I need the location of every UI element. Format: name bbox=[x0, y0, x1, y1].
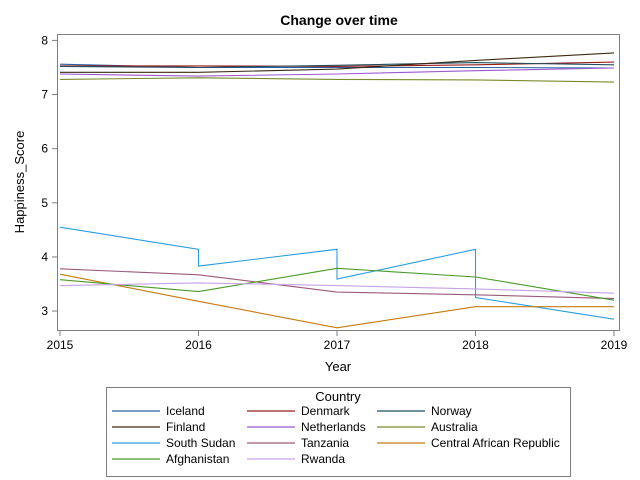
y-axis: 3 4 5 6 7 8 bbox=[41, 33, 58, 318]
legend-label: Finland bbox=[166, 420, 205, 434]
legend-item-afghanistan: Afghanistan bbox=[112, 452, 229, 466]
series-line-australia bbox=[59, 77, 615, 83]
y-tick-label: 3 bbox=[41, 304, 48, 318]
series-lines bbox=[59, 52, 615, 329]
chart-title: Change over time bbox=[280, 12, 398, 28]
y-axis-title: Happiness_Score bbox=[12, 131, 27, 234]
series-line-denmark bbox=[60, 61, 615, 67]
x-tick-label: 2016 bbox=[185, 338, 212, 352]
legend-item-finland: Finland bbox=[112, 420, 205, 434]
series-line-rwanda bbox=[59, 282, 615, 294]
legend-label: Rwanda bbox=[301, 452, 345, 466]
x-tick-label: 2019 bbox=[601, 338, 628, 352]
legend-label: Afghanistan bbox=[166, 452, 229, 466]
legend: Iceland Denmark Norway Finland Netherlands Au… bbox=[112, 404, 560, 466]
legend-label: Norway bbox=[431, 404, 472, 418]
x-tick-label: 2017 bbox=[324, 338, 351, 352]
series-line-afghanistan bbox=[59, 267, 615, 301]
legend-item-norway: Norway bbox=[377, 404, 472, 418]
legend-label: Denmark bbox=[301, 404, 351, 418]
legend-label: Tanzania bbox=[301, 436, 349, 450]
y-tick-label: 6 bbox=[41, 142, 48, 156]
y-tick-label: 5 bbox=[41, 196, 48, 210]
y-tick-label: 7 bbox=[41, 88, 48, 102]
legend-item-netherlands: Netherlands bbox=[247, 420, 366, 434]
legend-label: Australia bbox=[431, 420, 478, 434]
legend-item-australia: Australia bbox=[377, 420, 478, 434]
legend-label: South Sudan bbox=[166, 436, 235, 450]
series-line-norway bbox=[59, 62, 615, 69]
legend-label: Central African Republic bbox=[431, 436, 560, 450]
series-line-tanzania bbox=[59, 268, 615, 300]
series-line-central-african-republic bbox=[59, 273, 614, 329]
legend-item-south-sudan: South Sudan bbox=[112, 436, 235, 450]
legend-title: Country bbox=[315, 389, 361, 404]
plot-area-frame bbox=[57, 34, 620, 331]
series-line-netherlands bbox=[59, 67, 615, 77]
x-axis-title: Year bbox=[325, 359, 352, 374]
legend-item-tanzania: Tanzania bbox=[247, 436, 349, 450]
x-axis: 2015 2016 2017 2018 2019 bbox=[47, 330, 628, 352]
legend-item-denmark: Denmark bbox=[247, 404, 351, 418]
x-tick-label: 2018 bbox=[462, 338, 489, 352]
series-line-finland bbox=[60, 52, 615, 73]
legend-item-iceland: Iceland bbox=[112, 404, 205, 418]
legend-label: Netherlands bbox=[301, 420, 366, 434]
legend-frame bbox=[106, 387, 571, 477]
series-line-south-sudan bbox=[59, 226, 615, 320]
legend-item-rwanda: Rwanda bbox=[247, 452, 345, 466]
legend-item-central-african-republic: Central African Republic bbox=[377, 436, 560, 450]
y-tick-label: 4 bbox=[41, 250, 48, 264]
legend-label: Iceland bbox=[166, 404, 205, 418]
x-tick-label: 2015 bbox=[47, 338, 74, 352]
y-tick-label: 8 bbox=[41, 33, 48, 47]
